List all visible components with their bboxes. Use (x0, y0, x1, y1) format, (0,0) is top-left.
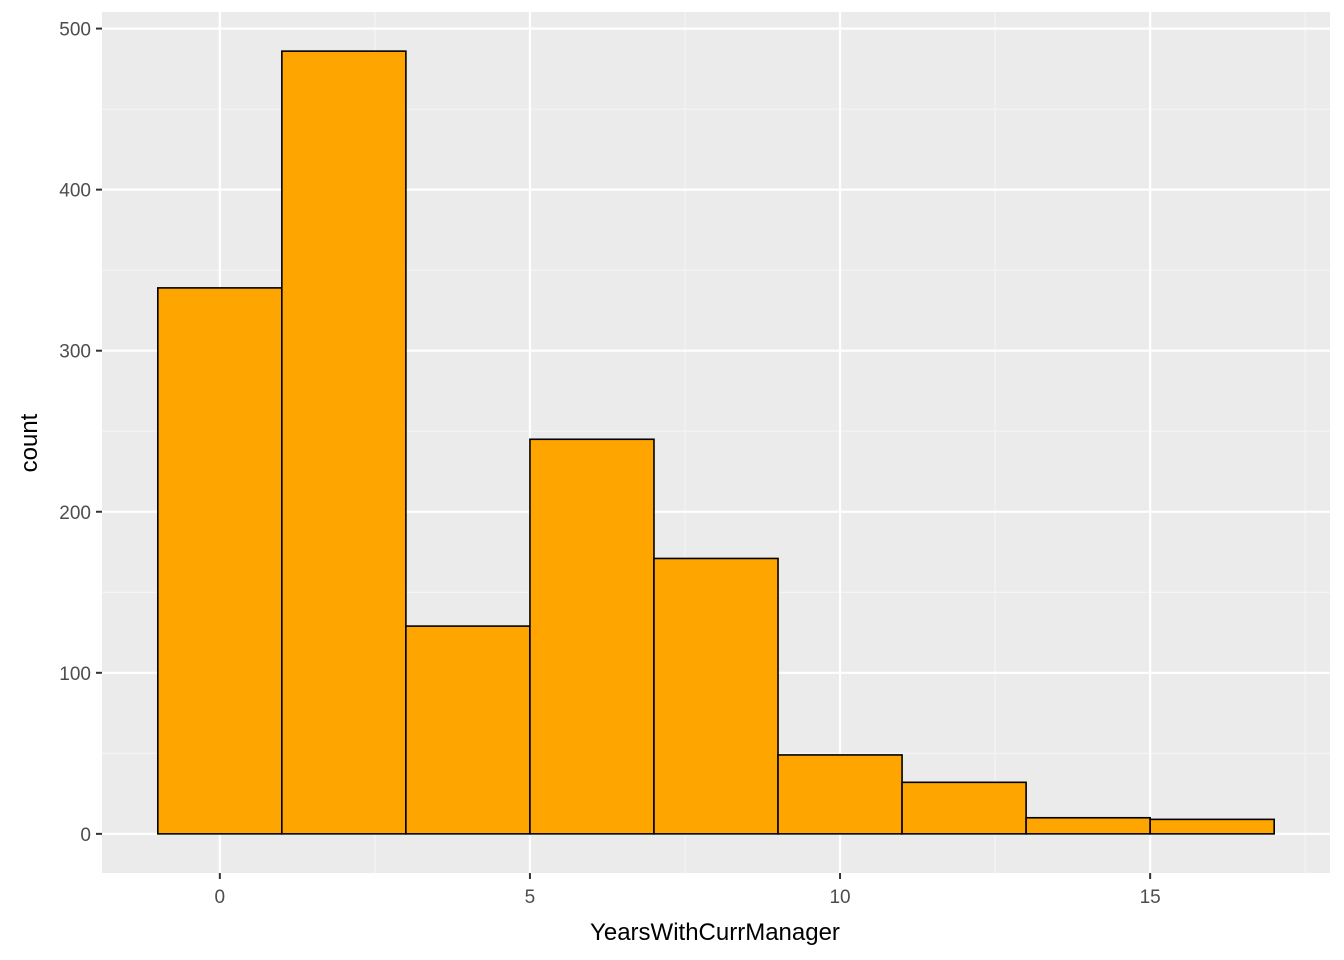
histogram-bar (157, 287, 283, 835)
histogram-bar (405, 625, 531, 835)
histogram-bar (281, 50, 407, 835)
x-tick-label: 10 (829, 887, 850, 908)
x-axis-title: YearsWithCurrManager (590, 919, 840, 946)
histogram-bar (1149, 818, 1275, 835)
y-axis-title: count (16, 413, 43, 472)
y-tick-label: 500 (59, 20, 91, 41)
x-tick-label: 0 (215, 887, 226, 908)
x-axis-ticks: 0 5 10 15 (215, 873, 1161, 908)
histogram-bar (1025, 816, 1151, 835)
y-tick-label: 300 (59, 342, 91, 363)
y-tick-label: 400 (59, 181, 91, 202)
x-tick-label: 15 (1140, 887, 1161, 908)
y-tick-label: 100 (59, 664, 91, 685)
histogram-bar (901, 781, 1027, 835)
y-tick-label: 200 (59, 503, 91, 524)
histogram-bar (529, 438, 655, 835)
histogram-bars (157, 50, 1275, 835)
y-tick-label: 0 (80, 825, 91, 846)
x-tick-label: 5 (525, 887, 536, 908)
y-axis-ticks: 0 100 200 300 400 500 (59, 20, 102, 846)
histogram-bar (777, 754, 903, 835)
histogram-bar (653, 557, 779, 835)
